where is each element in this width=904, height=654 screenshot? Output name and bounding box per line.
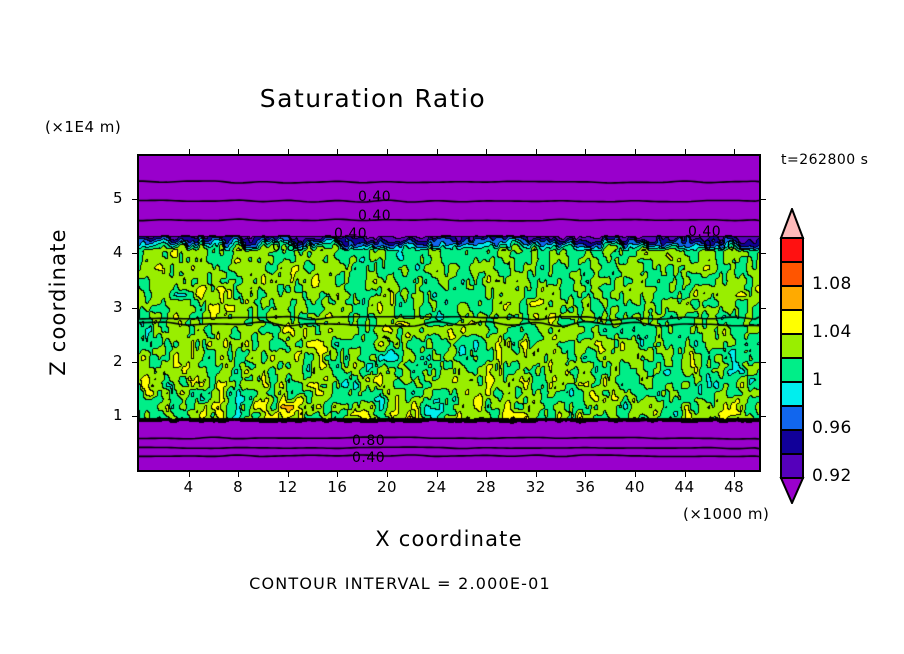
y-axis-tick-right: [759, 199, 766, 201]
x-axis-tick: [337, 470, 339, 477]
x-axis-title: X coordinate: [375, 527, 523, 551]
colorbar-bottom-arrow: [779, 477, 805, 504]
y-axis-tick-label: 3: [112, 297, 123, 316]
x-axis-tick-label: 28: [476, 478, 497, 496]
x-axis-tick-label: 48: [724, 478, 745, 496]
x-axis-tick: [585, 470, 587, 477]
colorbar-top-arrow: [779, 208, 805, 239]
x-axis-tick-label: 24: [426, 478, 447, 496]
x-axis-tick-label: 20: [376, 478, 398, 496]
colorbar-band: [780, 333, 804, 359]
x-axis-tick: [684, 470, 686, 477]
x-axis-tick-label: 36: [575, 478, 596, 496]
y-axis-tick-label: 5: [112, 189, 123, 208]
colorbar-band: [780, 405, 804, 431]
x-axis-tick: [535, 470, 537, 477]
contour-value-label: 0.40: [358, 208, 392, 224]
colorbar-tick-label: 1: [812, 370, 824, 390]
colorbar-tick-label: 0.92: [812, 466, 852, 486]
y-axis-tick-label: 2: [112, 351, 123, 370]
saturation-ratio-field: [139, 156, 759, 470]
x-axis-tick: [238, 470, 240, 477]
y-axis-tick: [132, 253, 139, 255]
colorbar-band: [780, 261, 804, 287]
y-axis-tick-right: [759, 361, 766, 363]
y-axis-tick-label: 1: [112, 405, 123, 424]
y-axis-tick-right: [759, 253, 766, 255]
x-axis-unit-label: (×1000 m): [683, 505, 770, 523]
y-axis-tick: [132, 307, 139, 309]
x-axis-tick-label: 16: [327, 478, 348, 496]
x-axis-tick-label: 4: [183, 478, 194, 496]
x-axis-tick-top: [238, 149, 240, 156]
x-axis-tick-label: 8: [233, 478, 244, 496]
y-axis-title: Z coordinate: [46, 228, 70, 376]
contour-plot-area: [132, 149, 766, 477]
x-axis-tick: [387, 470, 388, 477]
contour-value-label: 0.40: [688, 224, 722, 240]
contour-interval-caption: CONTOUR INTERVAL = 2.000E-01: [249, 574, 551, 593]
x-axis-tick: [188, 470, 190, 477]
contour-value-label: 0.40: [334, 226, 368, 242]
x-axis-tick-top: [535, 149, 537, 156]
colorbar-band: [780, 357, 804, 383]
x-axis-tick: [287, 470, 289, 477]
x-axis-tick: [635, 470, 636, 477]
x-axis-tick-top: [188, 149, 190, 156]
x-axis-tick-top: [585, 149, 587, 156]
contour-value-label: 0.80: [703, 238, 737, 254]
x-axis-tick-top: [734, 149, 736, 156]
colorbar: [777, 208, 807, 504]
x-axis-tick: [486, 470, 488, 477]
x-axis-tick-top: [635, 149, 636, 156]
colorbar-band: [780, 237, 804, 263]
colorbar-tick-label: 1.08: [812, 274, 852, 294]
y-axis-tick: [132, 361, 139, 363]
y-axis-tick-right: [759, 307, 766, 309]
x-axis-tick-top: [337, 149, 339, 156]
x-axis-tick-label: 12: [277, 478, 298, 496]
time-stamp-label: t=262800 s: [781, 152, 869, 168]
colorbar-tick-label: 0.96: [812, 418, 852, 438]
x-axis-tick: [436, 470, 438, 477]
colorbar-band: [780, 285, 804, 311]
y-axis-tick-right: [759, 415, 766, 417]
colorbar-band: [780, 309, 804, 335]
colorbar-band: [780, 429, 804, 455]
colorbar-band: [780, 381, 804, 407]
x-axis-tick-label: 44: [674, 478, 695, 496]
y-axis-tick: [132, 199, 139, 201]
y-axis-tick: [132, 415, 139, 417]
x-axis-tick-top: [436, 149, 438, 156]
contour-value-label: 0.80: [352, 433, 386, 449]
y-axis-unit-label: (×1E4 m): [45, 118, 122, 136]
contour-value-label: 0.40: [352, 450, 386, 466]
page-title: Saturation Ratio: [259, 84, 487, 113]
x-axis-tick-top: [287, 149, 289, 156]
colorbar-tick-label: 1.04: [812, 322, 852, 342]
x-axis-tick-top: [684, 149, 686, 156]
colorbar-band: [780, 453, 804, 479]
x-axis-tick-label: 32: [525, 478, 546, 496]
x-axis-tick-label: 40: [624, 478, 646, 496]
x-axis-tick-top: [387, 149, 388, 156]
x-axis-tick-top: [486, 149, 488, 156]
contour-value-label: 0.80: [272, 239, 306, 255]
contour-value-label: 0.40: [358, 189, 392, 205]
y-axis-tick-label: 4: [112, 243, 123, 262]
x-axis-tick: [734, 470, 736, 477]
